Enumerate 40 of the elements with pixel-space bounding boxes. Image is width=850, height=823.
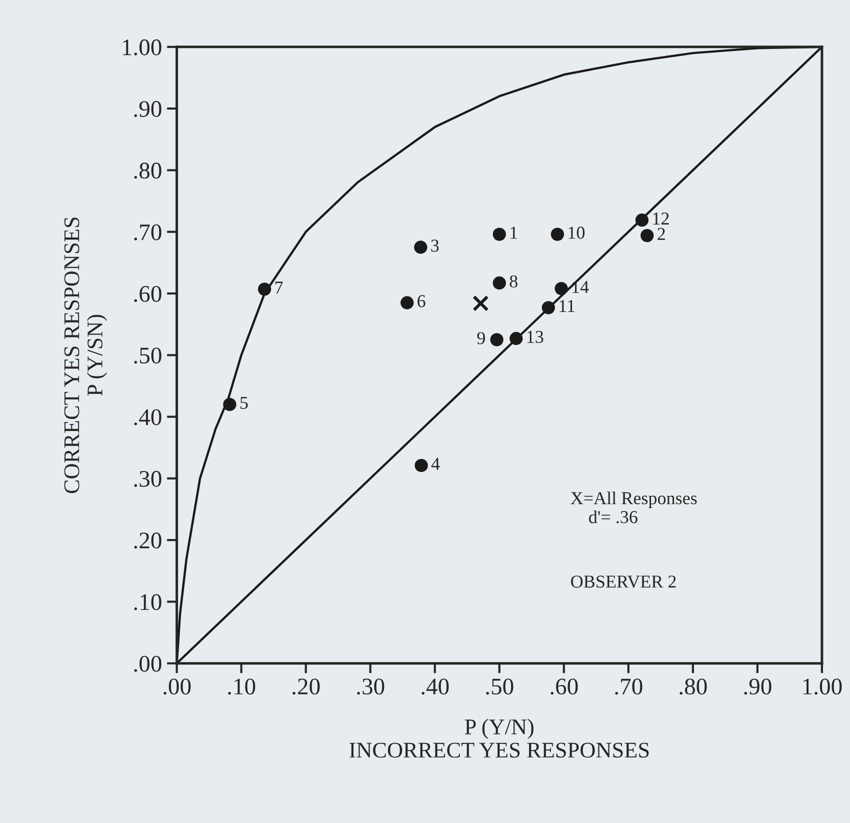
x-tick-label: .40 bbox=[422, 678, 449, 695]
y-tick-label: .80 bbox=[134, 162, 162, 179]
annotation: 5 bbox=[240, 396, 248, 409]
x-tick-label: .30 bbox=[357, 678, 384, 695]
x-tick-label: .70 bbox=[615, 678, 642, 695]
y-tick-label: .60 bbox=[134, 286, 162, 302]
x-tick-label: 1.00 bbox=[803, 678, 842, 695]
x-tick-label: .90 bbox=[744, 678, 772, 695]
annotation: X=All Responses d'= .36 bbox=[570, 492, 697, 524]
annotation: 9 bbox=[477, 332, 485, 344]
annotation: 3 bbox=[431, 240, 439, 252]
annotation: 7 bbox=[275, 282, 283, 294]
x-tick-label: .10 bbox=[228, 678, 256, 695]
y-tick-label: .00 bbox=[134, 656, 162, 672]
x-tick-label: .80 bbox=[680, 678, 707, 695]
annotation: 2 bbox=[658, 228, 665, 240]
annotation: 10 bbox=[568, 226, 585, 239]
y-tick-label: 1.00 bbox=[122, 39, 162, 56]
y-tick-label: .20 bbox=[134, 532, 162, 549]
x-tick-label: .20 bbox=[292, 678, 320, 695]
y-axis-title: CORRECT YES RESPONSES P (Y/SN) bbox=[64, 218, 108, 494]
y-tick-label: .50 bbox=[134, 348, 162, 364]
annotation: 8 bbox=[510, 275, 518, 288]
y-tick-label: .30 bbox=[134, 470, 162, 487]
x-tick-label: .50 bbox=[486, 678, 514, 695]
annotation: OBSERVER 2 bbox=[571, 576, 676, 588]
annotation: 12 bbox=[653, 212, 669, 224]
annotation: 11 bbox=[560, 300, 574, 312]
y-tick-label: .70 bbox=[134, 224, 162, 240]
annotation: 4 bbox=[431, 458, 440, 470]
annotation: 6 bbox=[418, 295, 426, 308]
x-tick-label: .00 bbox=[164, 678, 191, 695]
x-tick-label: .60 bbox=[550, 678, 578, 695]
y-tick-label: .10 bbox=[134, 594, 162, 610]
annotation: 13 bbox=[527, 330, 544, 343]
y-tick-label: .40 bbox=[134, 409, 162, 426]
y-tick-label: .90 bbox=[134, 101, 162, 118]
annotation: 14 bbox=[572, 280, 589, 293]
x-axis-title: P (Y/N) INCORRECT YES RESPONSES bbox=[350, 718, 649, 758]
annotation: 1 bbox=[510, 226, 518, 239]
